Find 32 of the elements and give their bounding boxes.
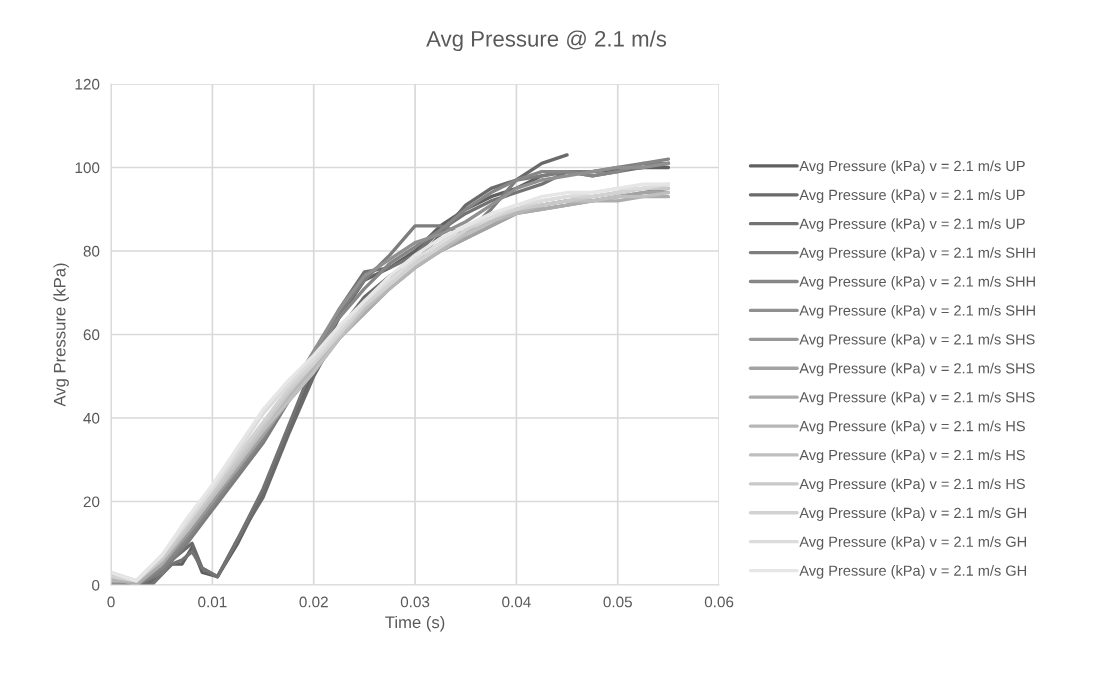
y-tick-label: 40: [83, 412, 100, 424]
x-tick-label: 0.06: [704, 596, 734, 608]
y-axis-title: Avg Pressure (kPa): [53, 263, 69, 407]
legend-label: Avg Pressure (kPa) v = 2.1 m/s GH: [799, 536, 1026, 550]
x-tick-label: 0.04: [502, 596, 531, 608]
legend-label: Avg Pressure (kPa) v = 2.1 m/s HS: [799, 420, 1025, 435]
legend-label: Avg Pressure (kPa) v = 2.1 m/s SHH: [799, 304, 1035, 319]
x-tick-label: 0.02: [299, 596, 328, 608]
legend-label: Avg Pressure (kPa) v = 2.1 m/s SHH: [799, 247, 1035, 261]
legend-label: Avg Pressure (kPa) v = 2.1 m/s SHS: [799, 391, 1035, 406]
legend-label: Avg Pressure (kPa) v = 2.1 m/s HS: [799, 449, 1025, 464]
y-tick-label: 100: [75, 162, 100, 174]
legend-label: Avg Pressure (kPa) v = 2.1 m/s UP: [799, 160, 1025, 175]
legend-label: Avg Pressure (kPa) v = 2.1 m/s SHH: [799, 276, 1035, 290]
x-tick-label: 0: [107, 596, 115, 608]
legend-label: Avg Pressure (kPa) v = 2.1 m/s SHS: [799, 362, 1035, 377]
legend-label: Avg Pressure (kPa) v = 2.1 m/s GH: [799, 507, 1026, 521]
y-tick-label: 20: [83, 496, 100, 508]
legend-label: Avg Pressure (kPa) v = 2.1 m/s UP: [799, 218, 1025, 232]
legend-label: Avg Pressure (kPa) v = 2.1 m/s GH: [799, 565, 1026, 579]
x-tick-label: 0.01: [198, 596, 227, 608]
y-tick-label: 0: [92, 579, 100, 591]
y-tick-label: 80: [83, 245, 100, 257]
x-tick-label: 0.03: [400, 596, 430, 608]
y-tick-label: 60: [83, 329, 100, 341]
y-tick-label: 120: [75, 78, 100, 90]
legend-label: Avg Pressure (kPa) v = 2.1 m/s HS: [799, 478, 1025, 492]
legend-label: Avg Pressure (kPa) v = 2.1 m/s SHS: [799, 333, 1035, 348]
chart-title: Avg Pressure @ 2.1 m/s: [426, 30, 667, 52]
x-tick-label: 0.05: [603, 596, 632, 608]
legend-label: Avg Pressure (kPa) v = 2.1 m/s UP: [799, 189, 1025, 203]
x-axis-title: Time (s): [385, 615, 445, 632]
